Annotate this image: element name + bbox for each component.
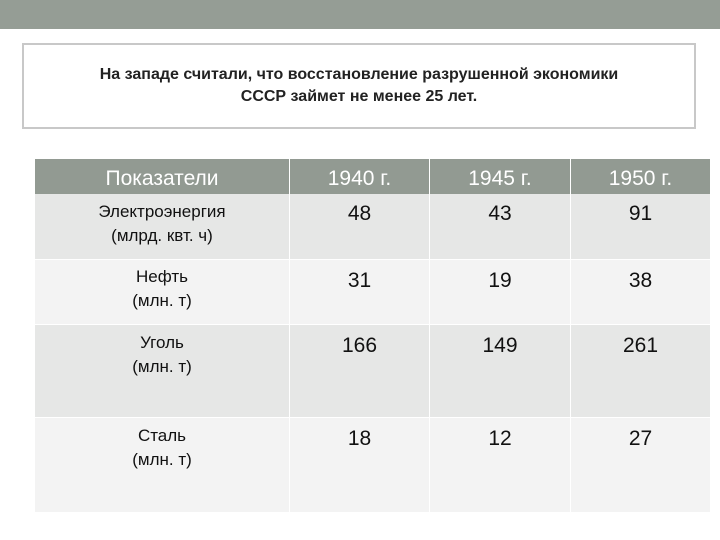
value-1940: 166: [341, 334, 378, 357]
table-row-steel: Сталь (млн. т) 18 12 27: [35, 417, 710, 512]
row-label-line-2: (млн. т): [132, 357, 192, 376]
table-row-electricity: Электроэнергия (млрд. квт. ч) 48 43 91: [35, 194, 710, 259]
table-row-oil: Нефть (млн. т) 31 19 38: [35, 259, 710, 325]
value-cell-1945: 149: [429, 325, 570, 418]
value-1950: 27: [628, 427, 653, 450]
value-cell-1950: 38: [570, 260, 710, 325]
value-1940: 31: [347, 269, 372, 292]
title-line-2: СССР займет не менее 25 лет.: [240, 88, 478, 105]
row-label-line-2: (млрд. квт. ч): [111, 226, 213, 245]
value-cell-1945: 12: [429, 418, 570, 512]
value-1940: 18: [347, 427, 372, 450]
title-line-1: На западе считали, что восстановление ра…: [99, 66, 619, 83]
value-cell-1945: 19: [429, 260, 570, 325]
table-row-coal: Уголь (млн. т) 166 149 261: [35, 324, 710, 418]
row-label-line-2: (млн. т): [132, 450, 192, 469]
row-label-line-1: Электроэнергия: [98, 202, 226, 221]
header-indicators: Показатели: [105, 166, 219, 190]
production-table: Показатели 1940 г. 1945 г. 1950 г. Элект…: [35, 159, 710, 512]
value-cell-1950: 27: [570, 418, 710, 512]
top-decoration-bar: [0, 0, 720, 29]
value-cell-1940: 31: [289, 260, 429, 325]
header-1950: 1950 г.: [570, 159, 710, 194]
value-1945: 43: [488, 202, 512, 225]
value-cell-1950: 91: [570, 194, 710, 259]
value-cell-1950: 261: [570, 325, 710, 418]
row-label-cell: Уголь (млн. т): [35, 325, 289, 418]
value-1950: 91: [628, 202, 653, 225]
value-1945: 19: [488, 269, 512, 292]
value-cell-1940: 18: [289, 418, 429, 512]
value-cell-1940: 48: [289, 194, 429, 259]
header-1940: 1940 г.: [289, 159, 429, 194]
value-1945: 12: [488, 427, 512, 450]
table-header-row: Показатели 1940 г. 1945 г. 1950 г.: [35, 159, 710, 194]
value-1950: 38: [628, 269, 653, 292]
row-label-cell: Нефть (млн. т): [35, 260, 289, 325]
header-1945: 1945 г.: [429, 159, 570, 194]
row-label-line-1: Нефть: [136, 267, 188, 286]
row-label-line-2: (млн. т): [132, 291, 192, 310]
value-1945: 149: [482, 334, 518, 357]
value-1950: 261: [622, 334, 659, 357]
row-label-cell: Электроэнергия (млрд. квт. ч): [35, 194, 289, 259]
value-1940: 48: [347, 202, 372, 225]
row-label-line-1: Уголь: [140, 333, 184, 352]
title-box: На западе считали, что восстановление ра…: [22, 43, 696, 129]
value-cell-1945: 43: [429, 194, 570, 259]
value-cell-1940: 166: [289, 325, 429, 418]
row-label-cell: Сталь (млн. т): [35, 418, 289, 512]
row-label-line-1: Сталь: [137, 426, 187, 445]
